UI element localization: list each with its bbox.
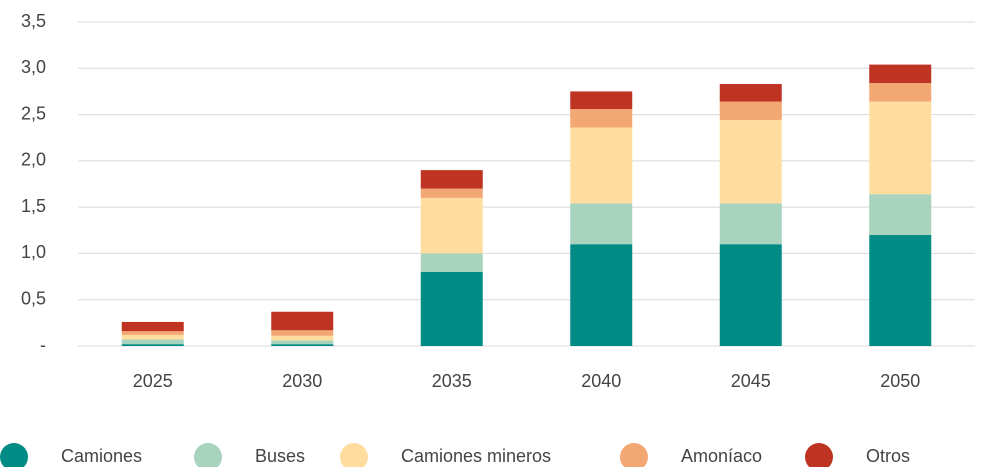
bar-segment — [121, 344, 184, 346]
bar-segment — [271, 311, 334, 331]
bar-segment — [121, 321, 184, 332]
legend-swatch — [620, 443, 648, 467]
bar-segment — [570, 203, 633, 245]
bar-segment — [570, 127, 633, 204]
bar-segment — [869, 83, 932, 102]
bar-segment — [719, 84, 782, 102]
bar-segment — [420, 271, 483, 346]
y-tick-label: 0,5 — [21, 288, 46, 308]
bar-segment — [420, 197, 483, 254]
y-tick-label: 3,5 — [21, 11, 46, 31]
x-tick-label: 2030 — [282, 371, 322, 391]
bar-segment — [869, 234, 932, 346]
x-tick-label: 2045 — [731, 371, 771, 391]
y-tick-label: 3,0 — [21, 57, 46, 77]
bar-segment — [869, 101, 932, 195]
bar-segment — [121, 334, 184, 340]
bar-segment — [420, 253, 483, 272]
legend-swatch — [805, 443, 833, 467]
legend-label: Camiones mineros — [401, 446, 551, 466]
bar-segment — [719, 244, 782, 346]
legend-swatch — [0, 443, 28, 467]
y-tick-label: 1,5 — [21, 196, 46, 216]
bar-segment — [570, 91, 633, 110]
bar-segment — [719, 120, 782, 204]
legend-label: Camiones — [61, 446, 142, 466]
x-tick-label: 2040 — [581, 371, 621, 391]
bar-segment — [271, 340, 334, 345]
legend-swatch — [340, 443, 368, 467]
y-tick-label: 2,0 — [21, 150, 46, 170]
bar-segment — [271, 335, 334, 341]
y-tick-label: 1,0 — [21, 242, 46, 262]
legend-label: Buses — [255, 446, 305, 466]
bar-segment — [271, 344, 334, 346]
x-tick-label: 2050 — [880, 371, 920, 391]
bar-segment — [869, 194, 932, 235]
legend-label: Otros — [866, 446, 910, 466]
x-tick-label: 2025 — [133, 371, 173, 391]
legend-label: Amoníaco — [681, 446, 762, 466]
bar-segment — [719, 101, 782, 121]
x-tick-label: 2035 — [432, 371, 472, 391]
bar-segment — [869, 64, 932, 84]
bar-segment — [570, 109, 633, 128]
bar-segment — [420, 188, 483, 198]
bar-segment — [420, 170, 483, 189]
bar-segment — [121, 331, 184, 335]
y-tick-label: - — [40, 335, 46, 355]
bar-segment — [271, 330, 334, 336]
bar-segment — [570, 244, 633, 346]
legend-swatch — [194, 443, 222, 467]
bar-segment — [719, 203, 782, 245]
bar-segment — [121, 339, 184, 345]
y-tick-label: 2,5 — [21, 103, 46, 123]
